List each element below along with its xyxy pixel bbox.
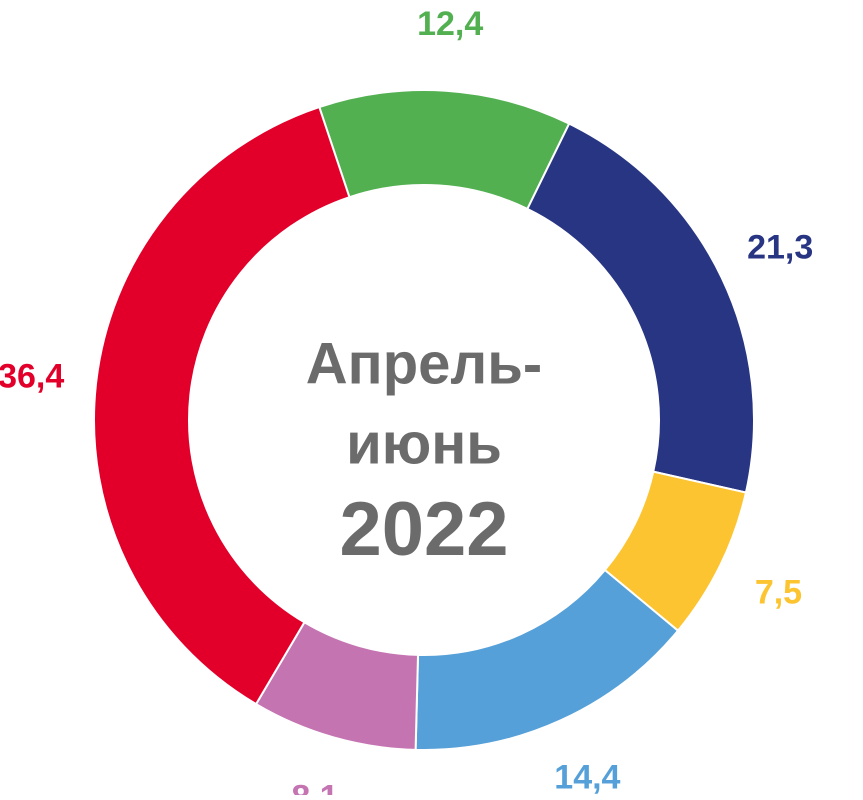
center-text: Апрель-	[306, 331, 542, 396]
data-label: 7,5	[755, 573, 802, 611]
donut-segment	[414, 568, 680, 751]
data-label: 8,1	[291, 779, 338, 795]
data-label: 14,4	[554, 759, 620, 795]
donut-segment	[526, 122, 755, 494]
center-text: июнь	[346, 411, 502, 476]
data-label: 36,4	[0, 357, 64, 395]
center-text: 2022	[339, 487, 508, 572]
donut-segment	[93, 105, 351, 706]
donut-segment	[318, 89, 571, 211]
data-label: 12,4	[417, 5, 483, 43]
data-label: 21,3	[747, 228, 813, 266]
